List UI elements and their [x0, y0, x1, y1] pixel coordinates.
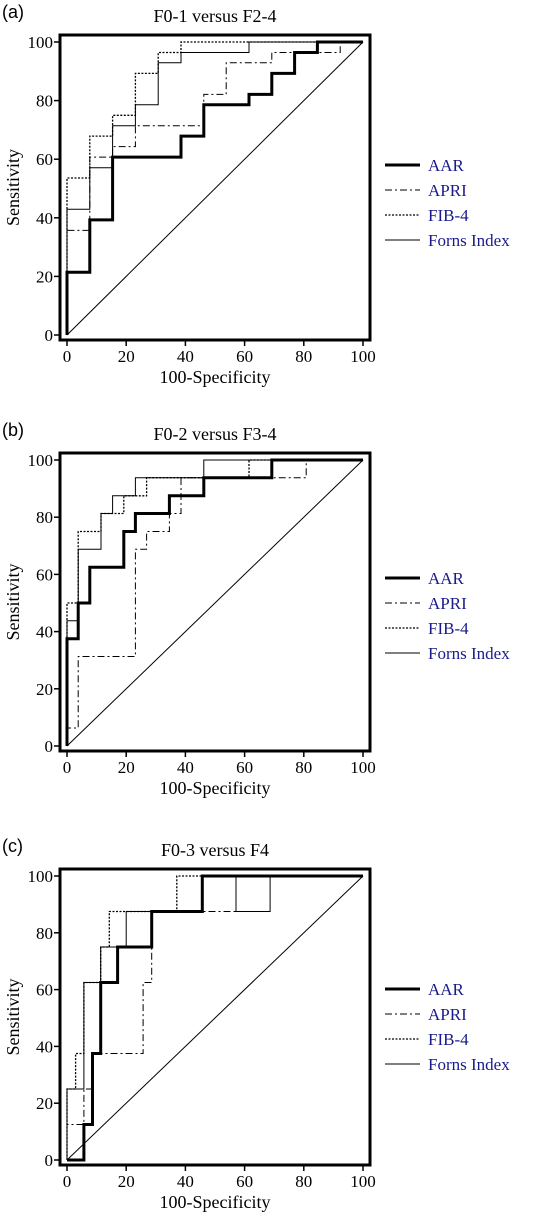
legend-label-apri: APRI — [428, 594, 467, 613]
legend-label-forns-index: Forns Index — [428, 231, 510, 250]
y-tick-label: 100 — [28, 867, 54, 886]
chart-title: F0-1 versus F2-4 — [153, 6, 276, 26]
x-tick-label: 100 — [350, 347, 376, 366]
legend: AAR APRI FIB-4 Forns Index — [385, 569, 510, 663]
plot-frame — [58, 867, 372, 1167]
panel-label: (c) — [2, 836, 23, 856]
legend-label-apri: APRI — [428, 1005, 467, 1024]
y-tick-label: 60 — [36, 981, 53, 1000]
panel-label: (b) — [2, 420, 24, 440]
x-tick-label: 100 — [350, 758, 376, 777]
y-tick-label: 0 — [45, 737, 54, 756]
y-tick-label: 40 — [36, 623, 53, 642]
x-tick-label: 20 — [118, 758, 135, 777]
x-tick-label: 80 — [295, 1172, 312, 1191]
x-tick-label: 40 — [177, 347, 194, 366]
y-tick-label: 20 — [36, 1094, 53, 1113]
x-tick-label: 60 — [236, 347, 253, 366]
reference-diagonal — [66, 875, 364, 1161]
legend-label-fib-4: FIB-4 — [428, 1030, 469, 1049]
x-tick-label: 80 — [295, 758, 312, 777]
plot-frame — [58, 451, 372, 753]
legend-label-forns-index: Forns Index — [428, 644, 510, 663]
y-tick-label: 0 — [45, 326, 54, 345]
series-line-apri — [66, 875, 363, 1160]
reference-diagonal — [66, 459, 364, 747]
y-tick-label: 60 — [36, 150, 53, 169]
chart-panel-1: (a) F0-1 versus F2-4 0 20 40 60 80 100 0 20 40 60 80… — [2, 2, 510, 387]
chart-title: F0-3 versus F4 — [161, 840, 269, 860]
reference-diagonal — [66, 41, 364, 336]
series-line-forns-index — [66, 875, 363, 1160]
y-tick-label: 100 — [28, 451, 54, 470]
x-tick-label: 40 — [177, 758, 194, 777]
plot-frame — [58, 33, 372, 342]
series-line-apri — [66, 459, 363, 746]
x-tick-label: 0 — [63, 758, 72, 777]
x-tick-label: 20 — [118, 347, 135, 366]
y-tick-label: 20 — [36, 680, 53, 699]
x-tick-label: 80 — [295, 347, 312, 366]
series-line-forns-index — [66, 459, 363, 746]
legend: AAR APRI FIB-4 Forns Index — [385, 980, 510, 1074]
x-axis-label: 100-Specificity — [160, 778, 271, 798]
x-tick-label: 100 — [350, 1172, 376, 1191]
x-tick-label: 60 — [236, 1172, 253, 1191]
y-tick-label: 80 — [36, 92, 53, 111]
y-axis-label: Sensitivity — [3, 978, 23, 1055]
legend-label-aar: AAR — [428, 980, 465, 999]
y-tick-label: 60 — [36, 565, 53, 584]
x-tick-label: 20 — [118, 1172, 135, 1191]
panel-label: (a) — [2, 2, 24, 22]
legend-label-forns-index: Forns Index — [428, 1055, 510, 1074]
y-tick-label: 40 — [36, 209, 53, 228]
y-tick-label: 40 — [36, 1037, 53, 1056]
chart-title: F0-2 versus F3-4 — [153, 424, 276, 444]
y-tick-label: 100 — [28, 33, 54, 52]
legend-label-aar: AAR — [428, 569, 465, 588]
y-tick-label: 0 — [45, 1151, 54, 1170]
legend-label-apri: APRI — [428, 181, 467, 200]
series-line-forns-index — [66, 41, 363, 335]
y-tick-label: 20 — [36, 267, 53, 286]
legend-label-fib-4: FIB-4 — [428, 206, 469, 225]
legend-label-aar: AAR — [428, 156, 465, 175]
y-axis-label: Sensitivity — [3, 149, 23, 226]
x-tick-label: 0 — [63, 1172, 72, 1191]
x-axis-label: 100-Specificity — [160, 367, 271, 387]
x-tick-label: 60 — [236, 758, 253, 777]
y-tick-label: 80 — [36, 924, 53, 943]
x-axis-label: 100-Specificity — [160, 1192, 271, 1212]
chart-panel-2: (b) F0-2 versus F3-4 0 20 40 60 80 100 0 20 40 60 80… — [2, 420, 510, 798]
y-tick-label: 80 — [36, 508, 53, 527]
legend-label-fib-4: FIB-4 — [428, 619, 469, 638]
x-tick-label: 0 — [63, 347, 72, 366]
x-tick-label: 40 — [177, 1172, 194, 1191]
legend: AAR APRI FIB-4 Forns Index — [385, 156, 510, 250]
y-axis-label: Sensitivity — [3, 563, 23, 640]
chart-panel-3: (c) F0-3 versus F4 0 20 40 60 80 100 0 20 40 60 80 10… — [2, 836, 510, 1212]
